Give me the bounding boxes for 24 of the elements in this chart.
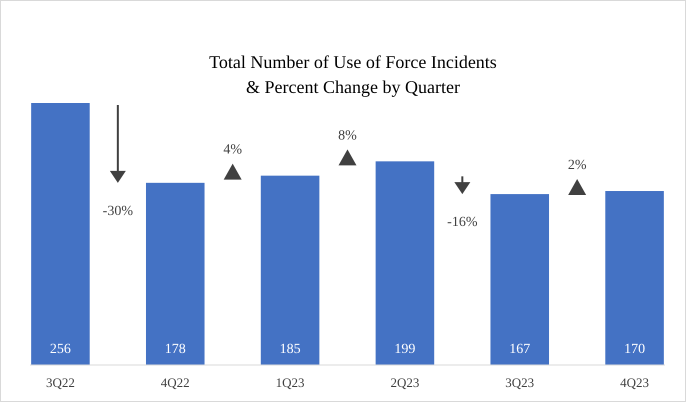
data-label: 178 [164,342,186,357]
data-label: 199 [394,342,416,357]
bar [490,194,550,365]
annotation: 2% [568,158,587,174]
x-tick-label: 3Q23 [505,375,534,390]
x-tick-label: 3Q22 [46,375,75,390]
data-label: 256 [50,342,71,357]
x-tick-label: 4Q22 [160,375,190,390]
data-label: 167 [509,342,530,357]
bar [605,191,664,365]
chart-title: Total Number of Use of Force Incidents & Percent Change by Quarter [209,52,497,97]
x-tick-label: 4Q23 [620,375,650,390]
annotation: 4% [223,142,242,158]
annotation: -16% [447,215,478,230]
data-label: 185 [280,342,301,357]
x-tick-label: 2Q23 [390,375,420,390]
annotation: -30% [102,204,134,219]
bar [260,176,320,365]
x-tick-label: 1Q23 [276,375,305,390]
bar [146,182,205,365]
bar [31,103,90,365]
annotation: 8% [338,128,358,144]
data-label: 170 [624,342,646,357]
bar [376,161,434,365]
